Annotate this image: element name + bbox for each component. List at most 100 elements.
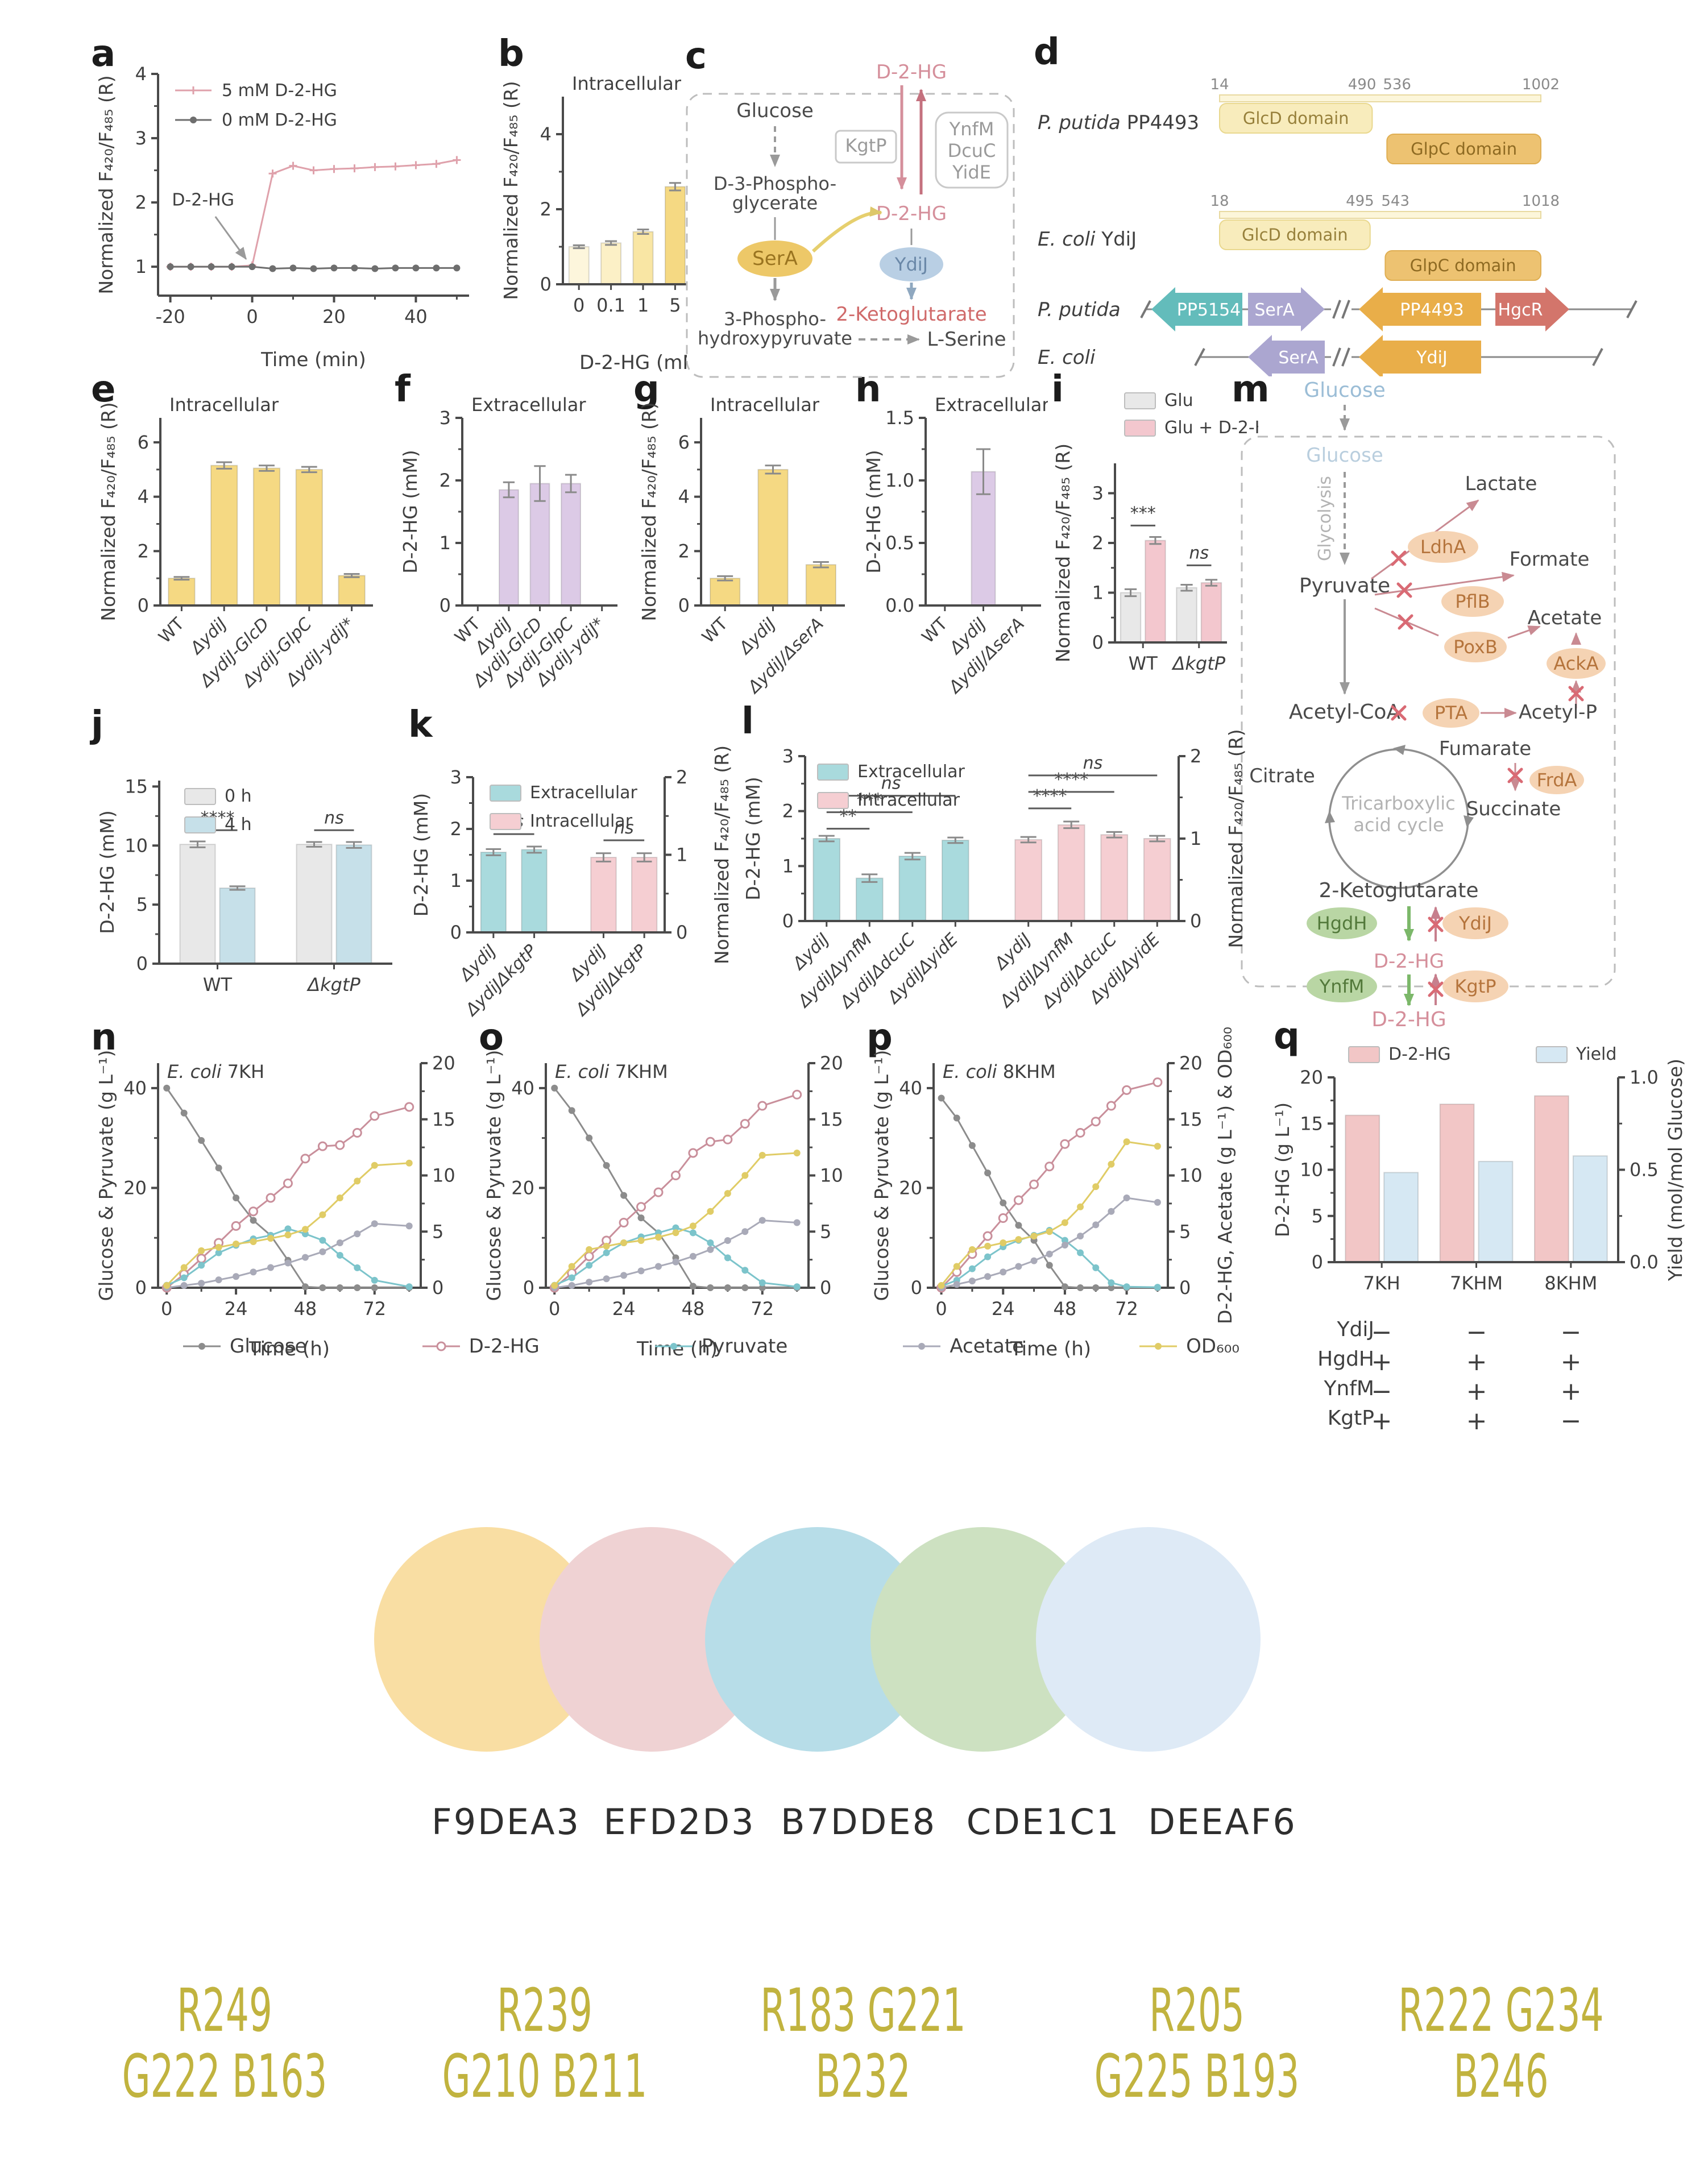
svg-text:PflB: PflB xyxy=(1455,591,1490,612)
chart-p: 0 20 40 0 5 10 15 20 D-2-HG, Acetate (g L⁻¹) & O… xyxy=(870,1027,1236,1361)
svg-text:3: 3 xyxy=(782,745,794,767)
swatch-label-deeaf6: DEEAF6 xyxy=(1148,1801,1297,1843)
svg-text:Intracellular: Intracellular xyxy=(572,73,682,94)
svg-text:1: 1 xyxy=(440,532,451,554)
svg-text:YdiJ: YdiJ xyxy=(1458,912,1492,934)
svg-text:D-2-HG: D-2-HG xyxy=(1374,950,1444,973)
svg-text:Extracellular: Extracellular xyxy=(857,762,965,782)
svg-text:0.0: 0.0 xyxy=(885,595,914,616)
svg-text:Glycolysis: Glycolysis xyxy=(1315,476,1335,561)
svg-text:2: 2 xyxy=(1092,532,1104,554)
svg-text:YdiJ: YdiJ xyxy=(1416,348,1448,368)
svg-text:0: 0 xyxy=(523,1277,534,1299)
swatch-circle-deeaf6 xyxy=(1036,1527,1261,1752)
svg-text:0: 0 xyxy=(450,922,462,943)
svg-text:Lactate: Lactate xyxy=(1465,472,1537,495)
svg-text:1: 1 xyxy=(450,870,462,891)
svg-text:D-2-HG (mM): D-2-HG (mM) xyxy=(399,450,421,573)
panel-f-label: f xyxy=(395,368,411,410)
panel-l-chart: 0 1 2 3 0 1 2 Normalized F₄₂₀/F₄₈₅ (R) D-2-HG (m… xyxy=(738,710,1250,1020)
svg-text:2: 2 xyxy=(782,800,794,822)
svg-text:HgdH: HgdH xyxy=(1317,912,1367,934)
svg-text:Yield: Yield xyxy=(1576,1044,1616,1064)
svg-text:0.1: 0.1 xyxy=(596,295,625,316)
svg-text:48: 48 xyxy=(1054,1298,1077,1320)
svg-text:1: 1 xyxy=(135,256,147,277)
rgb-label-4: R205 G225 B193 xyxy=(1094,1976,1300,2112)
panel-m-metabolism-diagram: Glucose Glucose Glycolysis Pyruvate Lactate L… xyxy=(1228,370,1708,1034)
svg-text:15: 15 xyxy=(1179,1109,1203,1130)
panel-d-label: d xyxy=(1034,31,1060,73)
svg-text:ns: ns xyxy=(881,774,901,794)
svg-text:7KHM: 7KHM xyxy=(1450,1272,1503,1294)
svg-text:****: **** xyxy=(1033,786,1067,806)
svg-text:Normalized F₄₂₀/F₄₈₅ (R): Normalized F₄₂₀/F₄₈₅ (R) xyxy=(638,402,660,621)
panel-a-chart: 1 2 3 4 Normalized F₄₂₀/F₄₈₅ (R) Time (min) -2… xyxy=(85,43,483,378)
svg-text:15: 15 xyxy=(820,1109,843,1130)
svg-text:Glucose: Glucose xyxy=(736,99,813,122)
gene-diagram-d: 14 490 536 1002 GlcD domain GlpC domain 18 495 5… xyxy=(1038,76,1637,379)
svg-text:Glucose: Glucose xyxy=(1306,444,1383,467)
svg-text:10: 10 xyxy=(125,835,148,856)
svg-text:Extracellular: Extracellular xyxy=(471,394,586,416)
panel-l-label: l xyxy=(741,700,754,743)
svg-text:ΔkgtP: ΔkgtP xyxy=(306,974,360,996)
svg-text:5: 5 xyxy=(1179,1221,1191,1242)
svg-text:4: 4 xyxy=(135,63,147,85)
svg-text:D-2-HG: D-2-HG xyxy=(876,61,947,84)
svg-text:E. coli YdiJ: E. coli YdiJ xyxy=(1038,228,1137,251)
svg-text:0: 0 xyxy=(782,910,794,932)
svg-text:P. putida: P. putida xyxy=(1038,298,1121,321)
svg-text:Normalized F₄₂₀/F₄₈₅ (R): Normalized F₄₂₀/F₄₈₅ (R) xyxy=(1225,729,1247,948)
svg-text:PTA: PTA xyxy=(1435,702,1467,724)
genotype-row-hgdh: HgdH + + + xyxy=(1317,1347,1582,1376)
panel-p-label: p xyxy=(867,1017,893,1059)
panel-g-chart: 0 2 4 6 Normalized F₄₂₀/F₄₈₅ (R) Intracellula… xyxy=(630,378,852,707)
panel-j-label: j xyxy=(91,704,103,746)
svg-text:D-2-HG: D-2-HG xyxy=(1371,1008,1446,1031)
svg-text:acid cycle: acid cycle xyxy=(1353,814,1444,836)
panel-a-label: a xyxy=(91,33,116,75)
svg-text:0: 0 xyxy=(911,1277,922,1299)
svg-text:24: 24 xyxy=(225,1298,248,1320)
genotype-row-kgtp: KgtP + + − xyxy=(1327,1407,1582,1436)
svg-text:ΔkgtP: ΔkgtP xyxy=(1171,653,1225,674)
svg-text:D-2-HG: D-2-HG xyxy=(876,202,947,225)
svg-text:15: 15 xyxy=(125,775,148,797)
svg-text:****: **** xyxy=(1054,770,1088,790)
svg-text:5: 5 xyxy=(432,1221,443,1242)
svg-text:0: 0 xyxy=(935,1298,947,1320)
panel-f-chart: 0 1 2 3 D-2-HG (mM) Extracellular WT ΔydiJ ΔydiJ… xyxy=(391,378,624,707)
svg-text:D-2-HG (g L⁻¹): D-2-HG (g L⁻¹) xyxy=(1271,1102,1294,1237)
metabolism-m: Glucose Glucose Glycolysis Pyruvate Lactate L… xyxy=(1241,379,1616,1031)
svg-text:4: 4 xyxy=(540,123,552,145)
svg-text:Citrate: Citrate xyxy=(1249,765,1315,787)
svg-text:0.5: 0.5 xyxy=(885,532,914,554)
svg-text:6: 6 xyxy=(678,432,690,453)
svg-text:495: 495 xyxy=(1346,193,1374,210)
panel-q-label: q xyxy=(1274,1015,1300,1057)
svg-text:6: 6 xyxy=(138,432,149,453)
svg-text:D-2-HG (mM): D-2-HG (mM) xyxy=(579,351,707,374)
svg-text:ΔydiJ: ΔydiJ xyxy=(735,614,780,659)
svg-text:0: 0 xyxy=(540,273,552,295)
panel-k-label: k xyxy=(408,704,433,746)
svg-text:4 h: 4 h xyxy=(225,815,252,835)
panel-m-label: m xyxy=(1232,368,1270,410)
svg-text:YidE: YidE xyxy=(952,161,991,183)
svg-text:40: 40 xyxy=(123,1077,147,1099)
svg-text:LdhA: LdhA xyxy=(1420,536,1466,558)
svg-text:40: 40 xyxy=(404,306,428,327)
svg-text:2-Ketoglutarate: 2-Ketoglutarate xyxy=(836,303,986,326)
svg-text:***: *** xyxy=(857,790,882,810)
svg-text:0: 0 xyxy=(161,1298,172,1320)
chart-a: 1 2 3 4 Normalized F₄₂₀/F₄₈₅ (R) Time (min) -2… xyxy=(95,63,469,371)
panel-i-chart: 0 1 2 3 Normalized F₄₂₀/F₄₈₅ (R) WT ΔkgtP *** ns… xyxy=(1048,378,1280,707)
legend-item-pyruvate: Pyruvate xyxy=(654,1335,787,1358)
svg-text:72: 72 xyxy=(363,1298,386,1320)
svg-text:Time (h): Time (h) xyxy=(636,1338,718,1361)
svg-text:7KH: 7KH xyxy=(1363,1272,1400,1294)
svg-text:Glucose & Pyruvate (g L⁻¹): Glucose & Pyruvate (g L⁻¹) xyxy=(483,1050,505,1301)
